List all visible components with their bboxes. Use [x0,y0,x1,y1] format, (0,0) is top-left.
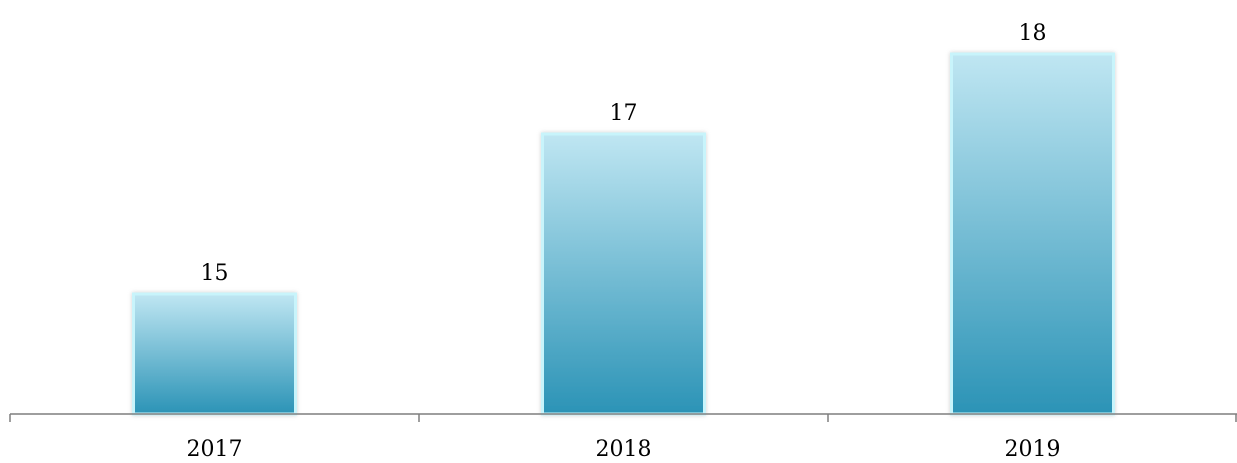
x-tick-label-2019: 2019 [1005,437,1061,462]
bar-2019 [950,52,1115,416]
x-tick-label-2018: 2018 [596,437,652,462]
x-tick-label-2017: 2017 [187,437,243,462]
data-label-2018: 17 [610,101,638,126]
bar-2017 [132,292,297,416]
bar-2018 [541,132,706,416]
labels-layer: 15 2017 17 2018 18 2019 [187,21,1061,462]
bars-layer [132,52,1115,416]
x-axis [9,413,1237,422]
data-label-2017: 15 [201,261,229,286]
data-label-2019: 18 [1019,21,1047,46]
